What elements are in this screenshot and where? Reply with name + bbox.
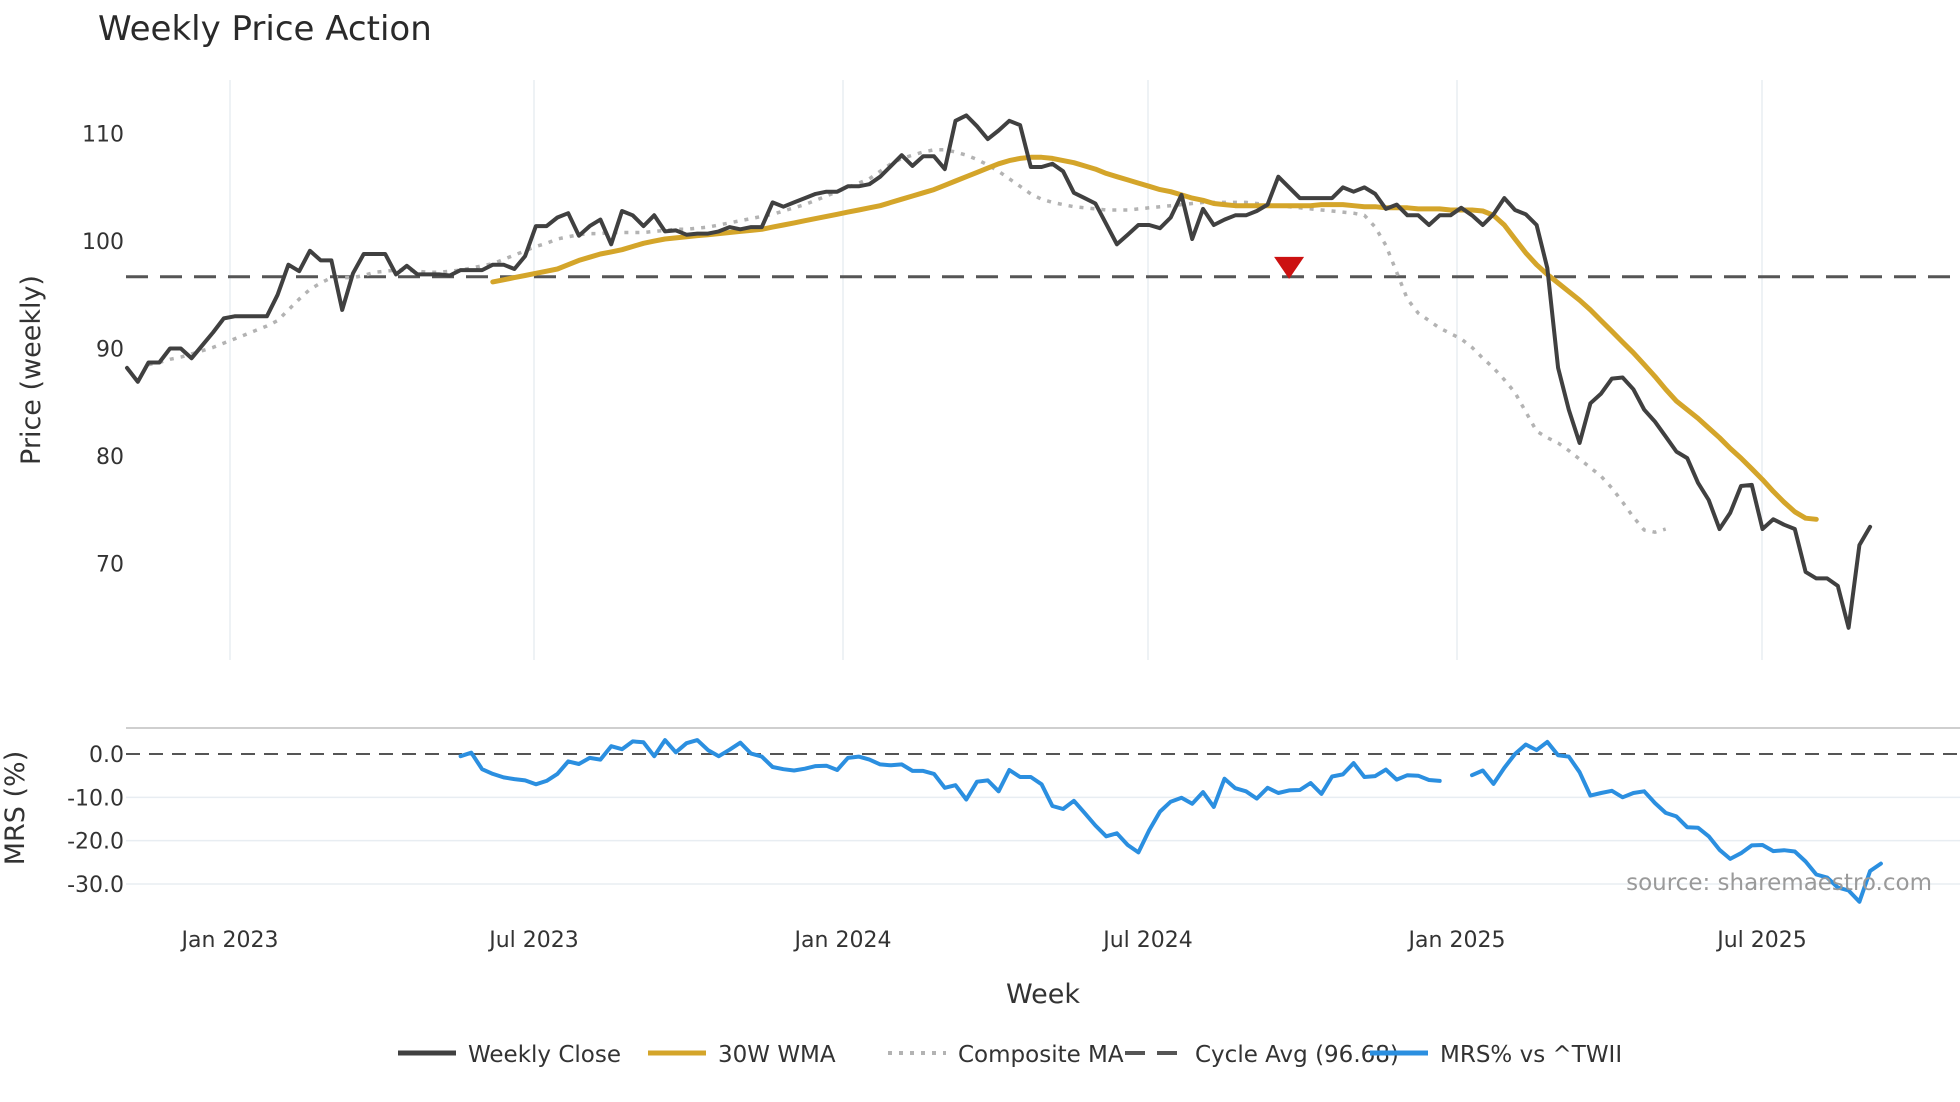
price-y-tick-70: 70 [96,552,124,577]
legend-label-3: Cycle Avg (96.68) [1195,1042,1399,1068]
sell-signal-marker [1274,256,1305,279]
mrs-gridlines [126,796,1960,885]
mrs-y-ticks: 0.0 -10.0 -20.0 -30.0 [67,743,124,898]
source-note: source: sharemaestro.com [1626,870,1932,896]
price-y-tick-80: 80 [96,445,124,470]
series-weekly-close-line [125,113,1873,630]
price-gridlines [229,80,1763,660]
mrs-series-group [458,738,1883,904]
mrs-y-tick-3: -30.0 [67,873,124,898]
price-series-group [125,113,1873,630]
x-tick-4: Jan 2025 [1407,928,1506,953]
price-y-tick-100: 100 [82,230,124,255]
x-axis-title: Week [1006,979,1080,1010]
price-y-axis-title: Price (weekly) [16,275,47,465]
mrs-y-axis-title: MRS (%) [0,751,31,866]
price-y-tick-90: 90 [96,338,124,363]
x-tick-5: Jul 2025 [1715,928,1807,953]
mrs-panel: 0.0 -10.0 -20.0 -30.0 MRS (%) source: share… [0,727,1960,904]
chart-title: Weekly Price Action [98,9,432,49]
price-y-tick-110: 110 [82,123,124,148]
legend-label-2: Composite MA [958,1042,1124,1068]
x-tick-0: Jan 2023 [180,928,279,953]
legend: Weekly Close 30W WMA Composite MA Cycle Avg… [398,1042,1622,1068]
x-tick-1: Jul 2023 [487,928,579,953]
series-mrs-line-segment-1 [1470,739,1883,904]
legend-label-4: MRS% vs ^TWII [1440,1042,1622,1068]
mrs-y-tick-2: -20.0 [67,830,124,855]
series-30w-wma-line [490,154,1819,522]
price-panel: 70 80 90 100 110 Price (weekly) [16,80,1960,660]
legend-label-1: 30W WMA [718,1042,836,1068]
x-axis-ticks: Jan 2023 Jul 2023 Jan 2024 Jul 2024 Jan 2025… [180,928,1807,953]
mrs-y-tick-0: 0.0 [89,743,124,768]
series-mrs-line-segment-0 [458,738,1442,855]
x-tick-2: Jan 2024 [793,928,892,953]
price-y-ticks: 70 80 90 100 110 [82,123,124,578]
mrs-y-tick-1: -10.0 [67,786,124,811]
legend-label-0: Weekly Close [468,1042,621,1068]
x-tick-3: Jul 2024 [1101,928,1193,953]
